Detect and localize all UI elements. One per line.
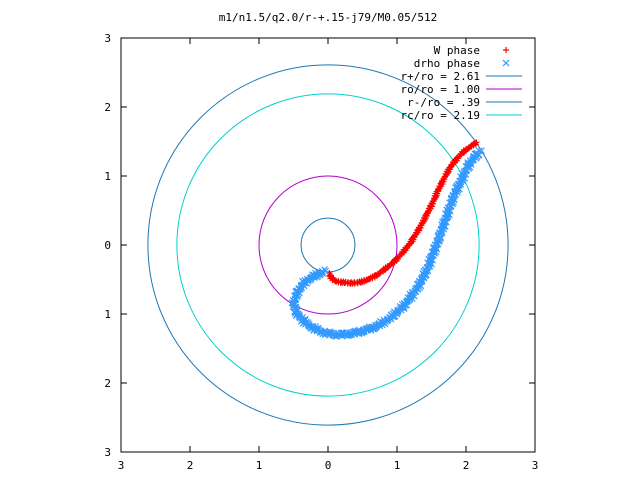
legend-label: rc/ro = 2.19 xyxy=(401,109,480,122)
circle-r+/ro = 2.61 xyxy=(147,64,509,426)
data-point xyxy=(473,139,480,146)
x-tick-label: 1 xyxy=(394,459,401,472)
y-tick-label: 1 xyxy=(104,170,111,183)
data-point xyxy=(384,315,392,323)
y-tick-label: 0 xyxy=(104,239,111,252)
y-tick-label: 1 xyxy=(104,308,111,321)
legend-marker xyxy=(503,47,509,53)
y-tick-label: 3 xyxy=(104,32,111,45)
circle-ro/ro = 1.00 xyxy=(258,175,398,315)
legend-label: r+/ro = 2.61 xyxy=(401,70,480,83)
x-tick-label: 0 xyxy=(325,459,332,472)
x-tick-label: 1 xyxy=(256,459,263,472)
y-tick-label: 3 xyxy=(104,446,111,459)
data-point xyxy=(475,147,483,155)
point-layer xyxy=(288,139,485,340)
circle-r-/ro = .39 xyxy=(300,217,356,273)
x-tick-label: 2 xyxy=(187,459,194,472)
data-point xyxy=(478,147,485,155)
x-tick-label: 3 xyxy=(118,459,125,472)
data-point xyxy=(379,318,387,326)
legend-label: drho phase xyxy=(414,57,480,70)
chart-title: m1/n1.5/q2.0/r-+.15-j79/M0.05/512 xyxy=(219,11,438,24)
y-tick-label: 2 xyxy=(104,101,111,114)
legend-label: r-/ro = .39 xyxy=(407,96,480,109)
circle-layer xyxy=(147,64,509,426)
legend-marker xyxy=(502,59,510,67)
x-tick-label: 3 xyxy=(532,459,539,472)
legend-label: W phase xyxy=(434,44,480,57)
x-tick-label: 2 xyxy=(463,459,470,472)
y-tick-label: 2 xyxy=(104,377,111,390)
data-point xyxy=(297,284,305,292)
legend-label: ro/ro = 1.00 xyxy=(401,83,480,96)
data-point xyxy=(305,320,313,328)
circle-rc/ro = 2.19 xyxy=(176,93,480,397)
